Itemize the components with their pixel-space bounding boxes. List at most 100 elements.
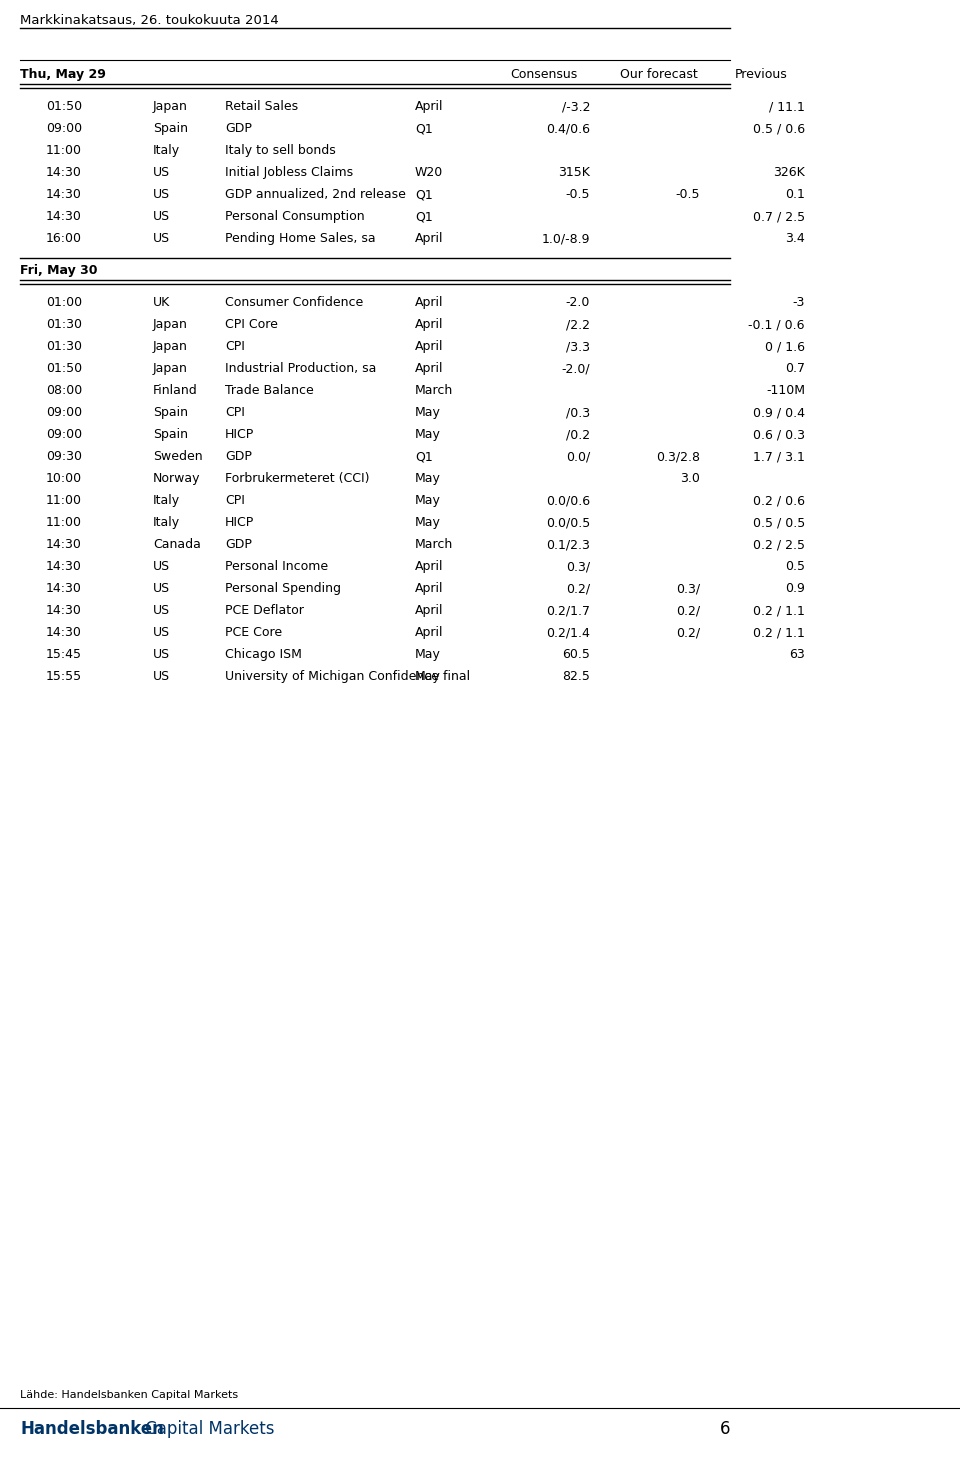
- Text: 0.5: 0.5: [785, 560, 805, 573]
- Text: Forbrukermeteret (CCI): Forbrukermeteret (CCI): [225, 472, 370, 485]
- Text: -2.0: -2.0: [565, 296, 590, 309]
- Text: April: April: [415, 582, 444, 595]
- Text: CPI: CPI: [225, 494, 245, 507]
- Text: 315K: 315K: [558, 166, 590, 179]
- Text: 14:30: 14:30: [46, 604, 82, 617]
- Text: GDP: GDP: [225, 538, 252, 551]
- Text: 0.2/: 0.2/: [676, 604, 700, 617]
- Text: UK: UK: [153, 296, 170, 309]
- Text: April: April: [415, 604, 444, 617]
- Text: 0.9 / 0.4: 0.9 / 0.4: [753, 406, 805, 419]
- Text: April: April: [415, 100, 444, 113]
- Text: /-3.2: /-3.2: [562, 100, 590, 113]
- Text: 15:45: 15:45: [46, 648, 82, 661]
- Text: /2.2: /2.2: [566, 318, 590, 331]
- Text: Q1: Q1: [415, 450, 433, 463]
- Text: 0.0/: 0.0/: [565, 450, 590, 463]
- Text: 0.2 / 0.6: 0.2 / 0.6: [753, 494, 805, 507]
- Text: Lähde: Handelsbanken Capital Markets: Lähde: Handelsbanken Capital Markets: [20, 1390, 238, 1400]
- Text: Personal Consumption: Personal Consumption: [225, 210, 365, 223]
- Text: 0.2/: 0.2/: [676, 626, 700, 639]
- Text: /3.3: /3.3: [566, 340, 590, 353]
- Text: 09:30: 09:30: [46, 450, 82, 463]
- Text: 11:00: 11:00: [46, 144, 82, 157]
- Text: 16:00: 16:00: [46, 232, 82, 245]
- Text: May: May: [415, 516, 441, 529]
- Text: 0.1/2.3: 0.1/2.3: [546, 538, 590, 551]
- Text: US: US: [153, 166, 170, 179]
- Text: 0.5 / 0.6: 0.5 / 0.6: [753, 122, 805, 135]
- Text: Sweden: Sweden: [153, 450, 203, 463]
- Text: US: US: [153, 210, 170, 223]
- Text: Industrial Production, sa: Industrial Production, sa: [225, 362, 376, 375]
- Text: Spain: Spain: [153, 122, 188, 135]
- Text: US: US: [153, 582, 170, 595]
- Text: HICP: HICP: [225, 516, 254, 529]
- Text: 14:30: 14:30: [46, 560, 82, 573]
- Text: 3.4: 3.4: [785, 232, 805, 245]
- Text: -0.5: -0.5: [676, 188, 700, 201]
- Text: 14:30: 14:30: [46, 582, 82, 595]
- Text: Handelsbanken: Handelsbanken: [20, 1421, 164, 1438]
- Text: 14:30: 14:30: [46, 210, 82, 223]
- Text: US: US: [153, 648, 170, 661]
- Text: Japan: Japan: [153, 340, 188, 353]
- Text: Fri, May 30: Fri, May 30: [20, 264, 98, 277]
- Text: 0.3/2.8: 0.3/2.8: [656, 450, 700, 463]
- Text: PCE Deflator: PCE Deflator: [225, 604, 304, 617]
- Text: 0.2 / 1.1: 0.2 / 1.1: [754, 604, 805, 617]
- Text: -0.1 / 0.6: -0.1 / 0.6: [749, 318, 805, 331]
- Text: 3.0: 3.0: [680, 472, 700, 485]
- Text: US: US: [153, 188, 170, 201]
- Text: 0.9: 0.9: [785, 582, 805, 595]
- Text: Finland: Finland: [153, 384, 198, 397]
- Text: 09:00: 09:00: [46, 122, 82, 135]
- Text: CPI Core: CPI Core: [225, 318, 277, 331]
- Text: May: May: [415, 670, 441, 683]
- Text: 01:50: 01:50: [46, 362, 82, 375]
- Text: Spain: Spain: [153, 428, 188, 441]
- Text: 11:00: 11:00: [46, 494, 82, 507]
- Text: US: US: [153, 626, 170, 639]
- Text: /0.3: /0.3: [565, 406, 590, 419]
- Text: US: US: [153, 604, 170, 617]
- Text: Japan: Japan: [153, 318, 188, 331]
- Text: 01:50: 01:50: [46, 100, 82, 113]
- Text: Norway: Norway: [153, 472, 201, 485]
- Text: 0.3/: 0.3/: [676, 582, 700, 595]
- Text: 01:00: 01:00: [46, 296, 82, 309]
- Text: US: US: [153, 560, 170, 573]
- Text: Personal Spending: Personal Spending: [225, 582, 341, 595]
- Text: 09:00: 09:00: [46, 406, 82, 419]
- Text: 14:30: 14:30: [46, 626, 82, 639]
- Text: May: May: [415, 648, 441, 661]
- Text: April: April: [415, 626, 444, 639]
- Text: Canada: Canada: [153, 538, 201, 551]
- Text: 01:30: 01:30: [46, 340, 82, 353]
- Text: W20: W20: [415, 166, 444, 179]
- Text: Italy: Italy: [153, 516, 180, 529]
- Text: /0.2: /0.2: [565, 428, 590, 441]
- Text: 1.7 / 3.1: 1.7 / 3.1: [754, 450, 805, 463]
- Text: 0.5 / 0.5: 0.5 / 0.5: [753, 516, 805, 529]
- Text: 14:30: 14:30: [46, 166, 82, 179]
- Text: Capital Markets: Capital Markets: [140, 1421, 275, 1438]
- Text: 0.6 / 0.3: 0.6 / 0.3: [753, 428, 805, 441]
- Text: 60.5: 60.5: [563, 648, 590, 661]
- Text: 0.2/: 0.2/: [565, 582, 590, 595]
- Text: March: March: [415, 538, 453, 551]
- Text: 0.1: 0.1: [785, 188, 805, 201]
- Text: 0.3/: 0.3/: [565, 560, 590, 573]
- Text: -2.0/: -2.0/: [562, 362, 590, 375]
- Text: US: US: [153, 670, 170, 683]
- Text: Markkinakatsaus, 26. toukokuuta 2014: Markkinakatsaus, 26. toukokuuta 2014: [20, 15, 278, 26]
- Text: 0.2 / 2.5: 0.2 / 2.5: [753, 538, 805, 551]
- Text: 0.2/1.7: 0.2/1.7: [546, 604, 590, 617]
- Text: 14:30: 14:30: [46, 188, 82, 201]
- Text: Personal Income: Personal Income: [225, 560, 328, 573]
- Text: 14:30: 14:30: [46, 538, 82, 551]
- Text: Thu, May 29: Thu, May 29: [20, 67, 106, 81]
- Text: Consumer Confidence: Consumer Confidence: [225, 296, 363, 309]
- Text: 82.5: 82.5: [563, 670, 590, 683]
- Text: Consensus: Consensus: [510, 67, 577, 81]
